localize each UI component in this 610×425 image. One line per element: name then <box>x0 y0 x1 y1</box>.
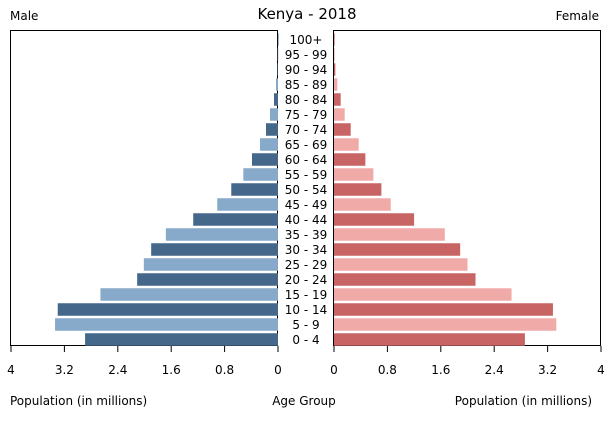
female-tick-label: 3.2 <box>538 363 557 377</box>
female-bar-12 <box>334 153 366 166</box>
age-group-label: 95 - 99 <box>285 48 328 62</box>
female-tick-label: 0 <box>330 363 338 377</box>
female-bar-10 <box>334 183 382 196</box>
male-bar-20 <box>277 33 279 46</box>
female-bar-6 <box>334 243 461 256</box>
male-bar-7 <box>165 228 278 241</box>
female-bar-5 <box>334 258 468 271</box>
female-bar-1 <box>334 318 557 331</box>
female-bar-8 <box>334 213 415 226</box>
male-bar-15 <box>269 108 278 121</box>
age-group-label: 25 - 29 <box>285 258 328 272</box>
male-bar-2 <box>57 303 278 316</box>
male-bar-12 <box>251 153 278 166</box>
age-group-label: 70 - 74 <box>285 123 328 137</box>
male-bar-13 <box>259 138 278 151</box>
female-header: Female <box>556 9 599 23</box>
female-bar-17 <box>334 78 338 91</box>
female-bar-7 <box>334 228 445 241</box>
male-bar-18 <box>277 63 278 76</box>
age-group-label: 55 - 59 <box>285 168 328 182</box>
male-bar-14 <box>265 123 278 136</box>
female-bar-13 <box>334 138 359 151</box>
male-tick-label: 0 <box>274 363 282 377</box>
age-group-label: 5 - 9 <box>292 318 319 332</box>
female-bar-0 <box>334 333 525 346</box>
male-bar-19 <box>277 48 279 61</box>
female-bar-20 <box>334 33 335 46</box>
female-bar-16 <box>334 93 341 106</box>
age-group-label: 10 - 14 <box>285 303 328 317</box>
female-bar-19 <box>334 48 335 61</box>
age-group-label: 35 - 39 <box>285 228 328 242</box>
age-group-label: 75 - 79 <box>285 108 328 122</box>
female-tick-label: 1.6 <box>431 363 450 377</box>
age-group-label: 85 - 89 <box>285 78 328 92</box>
female-bar-14 <box>334 123 351 136</box>
male-x-axis-label: Population (in millions) <box>10 394 147 408</box>
age-group-label: 65 - 69 <box>285 138 328 152</box>
female-axis-ticks: 0 0.8 1.6 2.4 3.2 4 <box>330 346 605 377</box>
age-group-label: 45 - 49 <box>285 198 328 212</box>
male-bar-9 <box>217 198 278 211</box>
age-group-label: 15 - 19 <box>285 288 328 302</box>
male-bar-5 <box>143 258 278 271</box>
female-bar-2 <box>334 303 553 316</box>
female-x-axis-label: Population (in millions) <box>455 394 592 408</box>
age-group-label: 50 - 54 <box>285 183 328 197</box>
female-bar-4 <box>334 273 476 286</box>
male-bar-16 <box>273 93 278 106</box>
male-tick-label: 3.2 <box>55 363 74 377</box>
age-group-axis-label: Age Group <box>272 394 336 408</box>
male-bar-4 <box>137 273 278 286</box>
female-tick-label: 0.8 <box>378 363 397 377</box>
age-group-label: 30 - 34 <box>285 243 328 257</box>
female-bar-11 <box>334 168 374 181</box>
age-group-label: 20 - 24 <box>285 273 328 287</box>
male-tick-label: 0.8 <box>215 363 234 377</box>
male-bar-11 <box>243 168 278 181</box>
age-group-label: 40 - 44 <box>285 213 328 227</box>
male-bar-8 <box>193 213 278 226</box>
female-bar-3 <box>334 288 512 301</box>
male-tick-label: 1.6 <box>162 363 181 377</box>
male-bar-0 <box>85 333 278 346</box>
male-bar-3 <box>100 288 278 301</box>
male-bar-6 <box>151 243 278 256</box>
age-group-label: 90 - 94 <box>285 63 328 77</box>
female-tick-label: 4 <box>597 363 605 377</box>
male-bar-10 <box>231 183 278 196</box>
male-header: Male <box>10 9 38 23</box>
age-group-label: 0 - 4 <box>292 333 319 347</box>
age-group-label: 100+ <box>290 33 323 47</box>
female-bar-18 <box>334 63 336 76</box>
female-bar-9 <box>334 198 391 211</box>
chart-title: Kenya - 2018 <box>257 5 356 23</box>
age-group-label: 60 - 64 <box>285 153 328 167</box>
female-bars <box>334 33 557 346</box>
male-axis-ticks: 0 0.8 1.6 2.4 3.2 4 <box>7 346 282 377</box>
male-tick-label: 4 <box>7 363 15 377</box>
male-bars <box>55 33 279 346</box>
male-bar-17 <box>275 78 278 91</box>
male-bar-1 <box>55 318 279 331</box>
female-tick-label: 2.4 <box>485 363 504 377</box>
female-bar-15 <box>334 108 345 121</box>
age-group-label: 80 - 84 <box>285 93 328 107</box>
male-tick-label: 2.4 <box>108 363 127 377</box>
